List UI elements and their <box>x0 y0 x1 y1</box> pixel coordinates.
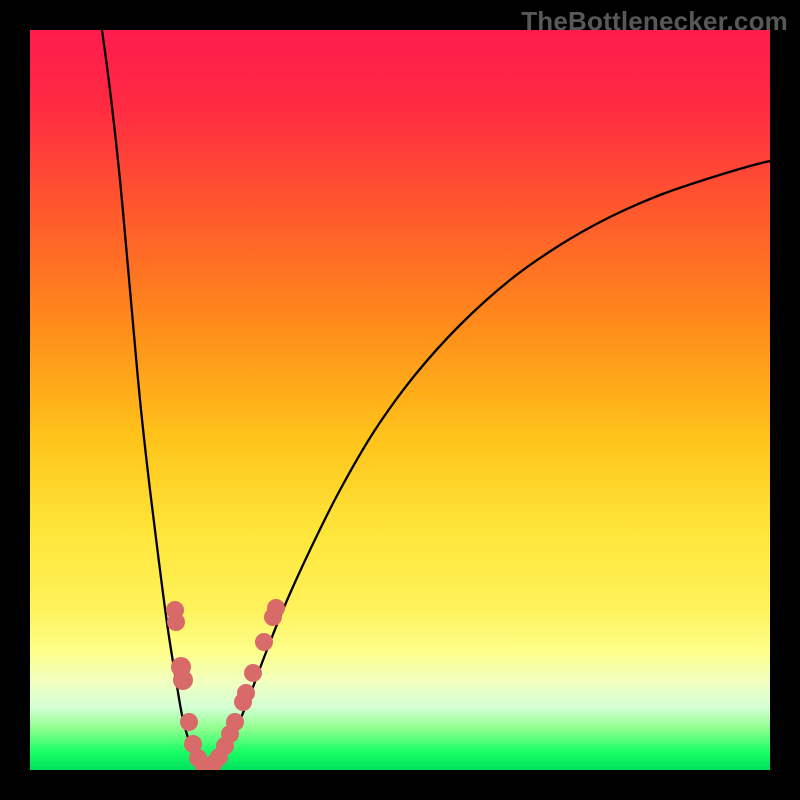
valley-marker <box>173 670 193 690</box>
valley-marker <box>226 713 244 731</box>
valley-marker <box>255 633 273 651</box>
chart-svg <box>30 30 770 770</box>
valley-marker <box>180 713 198 731</box>
valley-marker <box>167 613 185 631</box>
valley-marker <box>244 664 262 682</box>
valley-marker <box>267 599 285 617</box>
plot-area <box>30 30 770 770</box>
valley-marker <box>237 684 255 702</box>
chart-frame: TheBottlenecker.com <box>0 0 800 800</box>
watermark-text: TheBottlenecker.com <box>521 6 788 37</box>
